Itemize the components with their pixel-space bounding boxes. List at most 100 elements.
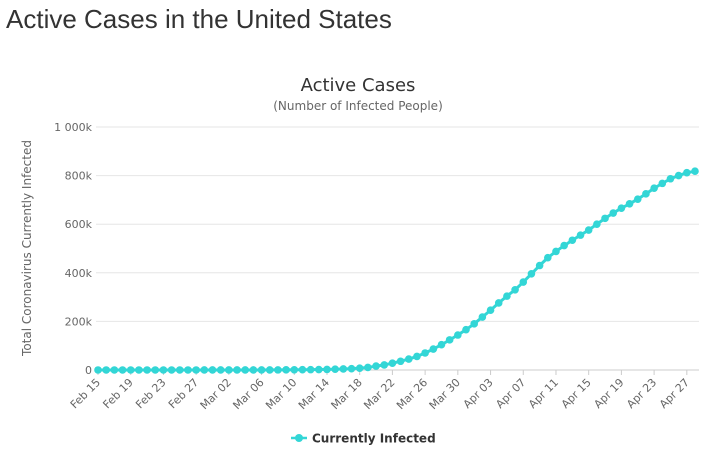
data-point[interactable]	[265, 366, 274, 374]
data-point[interactable]	[666, 174, 675, 183]
data-point[interactable]	[650, 184, 658, 193]
y-axis-title: Total Coronavirus Currently Infected	[20, 140, 34, 357]
data-point[interactable]	[331, 365, 339, 374]
x-tick-label: Feb 19	[100, 376, 135, 411]
data-point[interactable]	[118, 366, 127, 374]
data-point[interactable]	[126, 366, 135, 374]
legend-item-currently-infected[interactable]: Currently Infected	[312, 432, 436, 446]
x-tick-label: Mar 30	[427, 376, 463, 412]
data-point[interactable]	[691, 167, 699, 176]
data-point[interactable]	[601, 214, 609, 223]
data-point[interactable]	[576, 231, 585, 239]
y-tick-label: 0	[85, 364, 92, 377]
data-point[interactable]	[323, 365, 331, 374]
data-point[interactable]	[274, 366, 282, 374]
data-point[interactable]	[233, 366, 241, 374]
x-tick-label: Feb 15	[68, 376, 103, 411]
data-point[interactable]	[658, 179, 667, 188]
data-point[interactable]	[216, 366, 225, 374]
data-point[interactable]	[478, 313, 487, 321]
data-point[interactable]	[241, 366, 250, 374]
data-point[interactable]	[225, 366, 233, 374]
data-point[interactable]	[633, 195, 642, 203]
data-point[interactable]	[404, 355, 413, 363]
x-tick-label: Apr 11	[526, 376, 561, 411]
data-point[interactable]	[470, 320, 478, 328]
data-point[interactable]	[94, 366, 102, 374]
series-line	[98, 169, 696, 372]
data-point[interactable]	[683, 168, 691, 177]
data-point[interactable]	[306, 365, 315, 374]
data-point[interactable]	[192, 366, 200, 374]
data-point[interactable]	[208, 366, 217, 374]
data-point[interactable]	[674, 171, 683, 180]
data-point[interactable]	[584, 226, 593, 234]
data-point[interactable]	[396, 357, 405, 366]
data-point[interactable]	[617, 204, 626, 212]
data-point[interactable]	[282, 366, 290, 374]
data-point[interactable]	[298, 365, 307, 374]
data-point[interactable]	[175, 366, 184, 374]
data-point[interactable]	[339, 365, 348, 373]
y-tick-label: 400k	[65, 267, 93, 280]
data-point[interactable]	[486, 306, 495, 315]
data-point[interactable]	[593, 220, 601, 228]
data-point[interactable]	[110, 366, 119, 374]
data-point[interactable]	[519, 278, 528, 286]
data-point[interactable]	[364, 363, 372, 372]
data-point[interactable]	[445, 336, 454, 344]
x-tick-label: Apr 23	[624, 376, 659, 411]
data-point[interactable]	[609, 209, 618, 217]
chart-title: Active Cases	[301, 75, 416, 96]
legend-marker	[295, 434, 303, 442]
data-point[interactable]	[462, 325, 470, 334]
data-point[interactable]	[388, 359, 397, 367]
x-tick-label: Feb 27	[166, 376, 201, 411]
data-point[interactable]	[159, 366, 168, 374]
data-point[interactable]	[535, 261, 544, 270]
data-point[interactable]	[494, 299, 503, 307]
data-point[interactable]	[143, 366, 151, 374]
data-point[interactable]	[568, 236, 577, 245]
data-point[interactable]	[503, 292, 511, 300]
x-tick-label: Mar 26	[394, 376, 430, 412]
data-point[interactable]	[527, 269, 536, 278]
y-tick-label: 1 000k	[54, 121, 92, 134]
data-point[interactable]	[421, 349, 429, 357]
data-point[interactable]	[347, 364, 356, 373]
data-point[interactable]	[625, 199, 634, 208]
data-point[interactable]	[184, 366, 192, 374]
data-point[interactable]	[151, 366, 160, 374]
legend[interactable]: Currently Infected	[291, 432, 436, 446]
y-tick-label: 600k	[65, 218, 93, 231]
data-point[interactable]	[437, 340, 446, 349]
data-point[interactable]	[413, 352, 421, 361]
data-point[interactable]	[560, 241, 568, 250]
x-tick-label: Mar 10	[263, 376, 299, 412]
data-point[interactable]	[380, 361, 389, 369]
x-tick-label: Feb 23	[133, 376, 168, 411]
data-point[interactable]	[135, 366, 143, 374]
x-tick-label: Apr 27	[657, 376, 692, 411]
data-point[interactable]	[429, 345, 438, 353]
data-point[interactable]	[315, 365, 323, 374]
data-point[interactable]	[249, 366, 258, 374]
data-point[interactable]	[167, 366, 176, 374]
x-tick-label: Mar 02	[198, 376, 234, 412]
data-point[interactable]	[355, 364, 364, 372]
data-point[interactable]	[290, 365, 299, 374]
data-point[interactable]	[511, 286, 519, 294]
data-point[interactable]	[257, 366, 266, 374]
data-point[interactable]	[454, 331, 462, 339]
data-point[interactable]	[102, 366, 110, 374]
x-tick-label: Mar 22	[361, 376, 397, 412]
data-point[interactable]	[200, 366, 209, 374]
data-point[interactable]	[543, 253, 552, 262]
y-tick-label: 200k	[65, 315, 93, 328]
data-point[interactable]	[642, 190, 650, 198]
data-point[interactable]	[372, 362, 380, 370]
data-point[interactable]	[552, 247, 560, 256]
x-tick-label: Mar 18	[329, 376, 365, 412]
